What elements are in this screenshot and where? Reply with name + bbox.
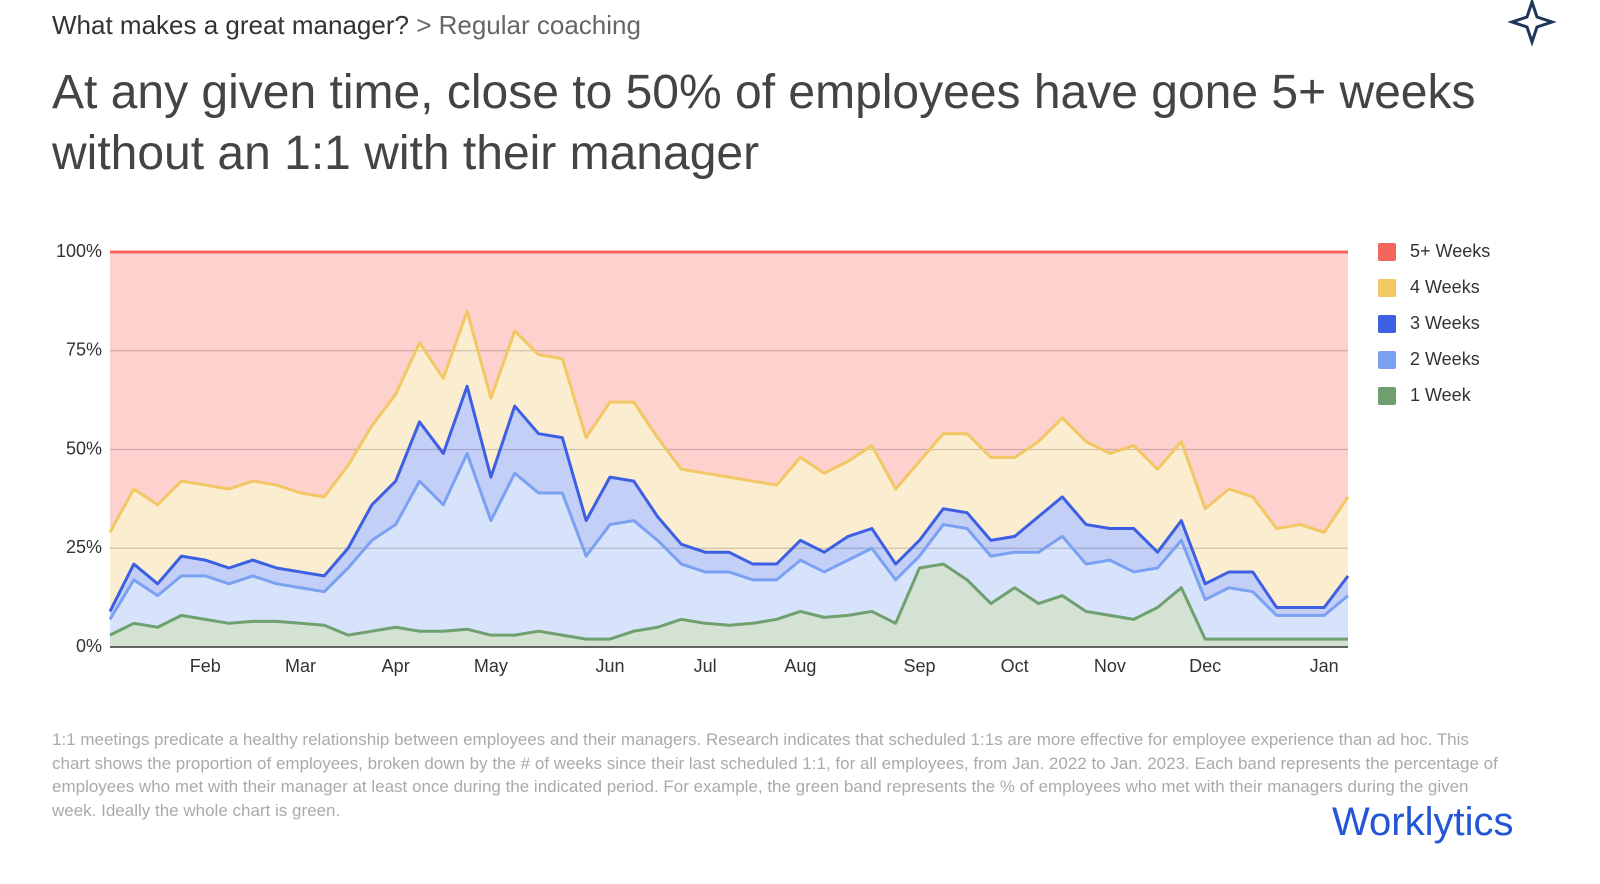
x-tick-label: Sep [903,656,935,676]
title: At any given time, close to 50% of emplo… [52,66,1476,180]
area [110,386,1348,620]
footnote: 1:1 meetings predicate a healthy relatio… [52,730,1498,820]
breadcrumb: What makes a great manager? > Regular co… [52,10,641,41]
y-tick-label: 50% [66,438,102,458]
area [110,453,1348,640]
logo: Worklytics [1332,800,1514,844]
series-line [108,309,1350,534]
x-tick-label: Jul [694,656,717,676]
section: What makes a great manager? [52,10,409,40]
area [110,564,1348,647]
legend-swatch [1378,243,1396,261]
y-tick-label: 25% [66,537,102,557]
area [110,252,1348,533]
x-tick-label: Feb [190,656,221,676]
area [110,311,1348,612]
y-tick-label: 100% [56,241,102,261]
x-tick-label: Mar [285,656,316,676]
subsection: > Regular coaching [416,10,641,40]
y-tick-label: 75% [66,340,102,360]
x-tick-label: Jun [595,656,624,676]
legend-swatch [1378,351,1396,369]
legend-swatch [1378,387,1396,405]
legend-label: 5+ Weeks [1410,241,1490,261]
y-tick-label: 0% [76,636,102,656]
sparkle-icon [1507,0,1557,47]
series-line [108,384,1350,613]
legend-label: 4 Weeks [1410,277,1480,297]
x-tick-label: Nov [1094,656,1126,676]
legend-swatch [1378,315,1396,333]
legend-label: 3 Weeks [1410,313,1480,333]
legend-label: 2 Weeks [1410,349,1480,369]
x-tick-label: Oct [1001,656,1029,676]
series-line [108,451,1349,621]
x-tick-label: May [474,656,508,676]
x-tick-label: Apr [382,656,410,676]
x-tick-label: Dec [1189,656,1221,676]
x-tick-label: Aug [784,656,816,676]
series-line [109,562,1348,641]
legend-swatch [1378,279,1396,297]
x-tick-label: Jan [1310,656,1339,676]
legend-label: 1 Week [1410,385,1472,405]
